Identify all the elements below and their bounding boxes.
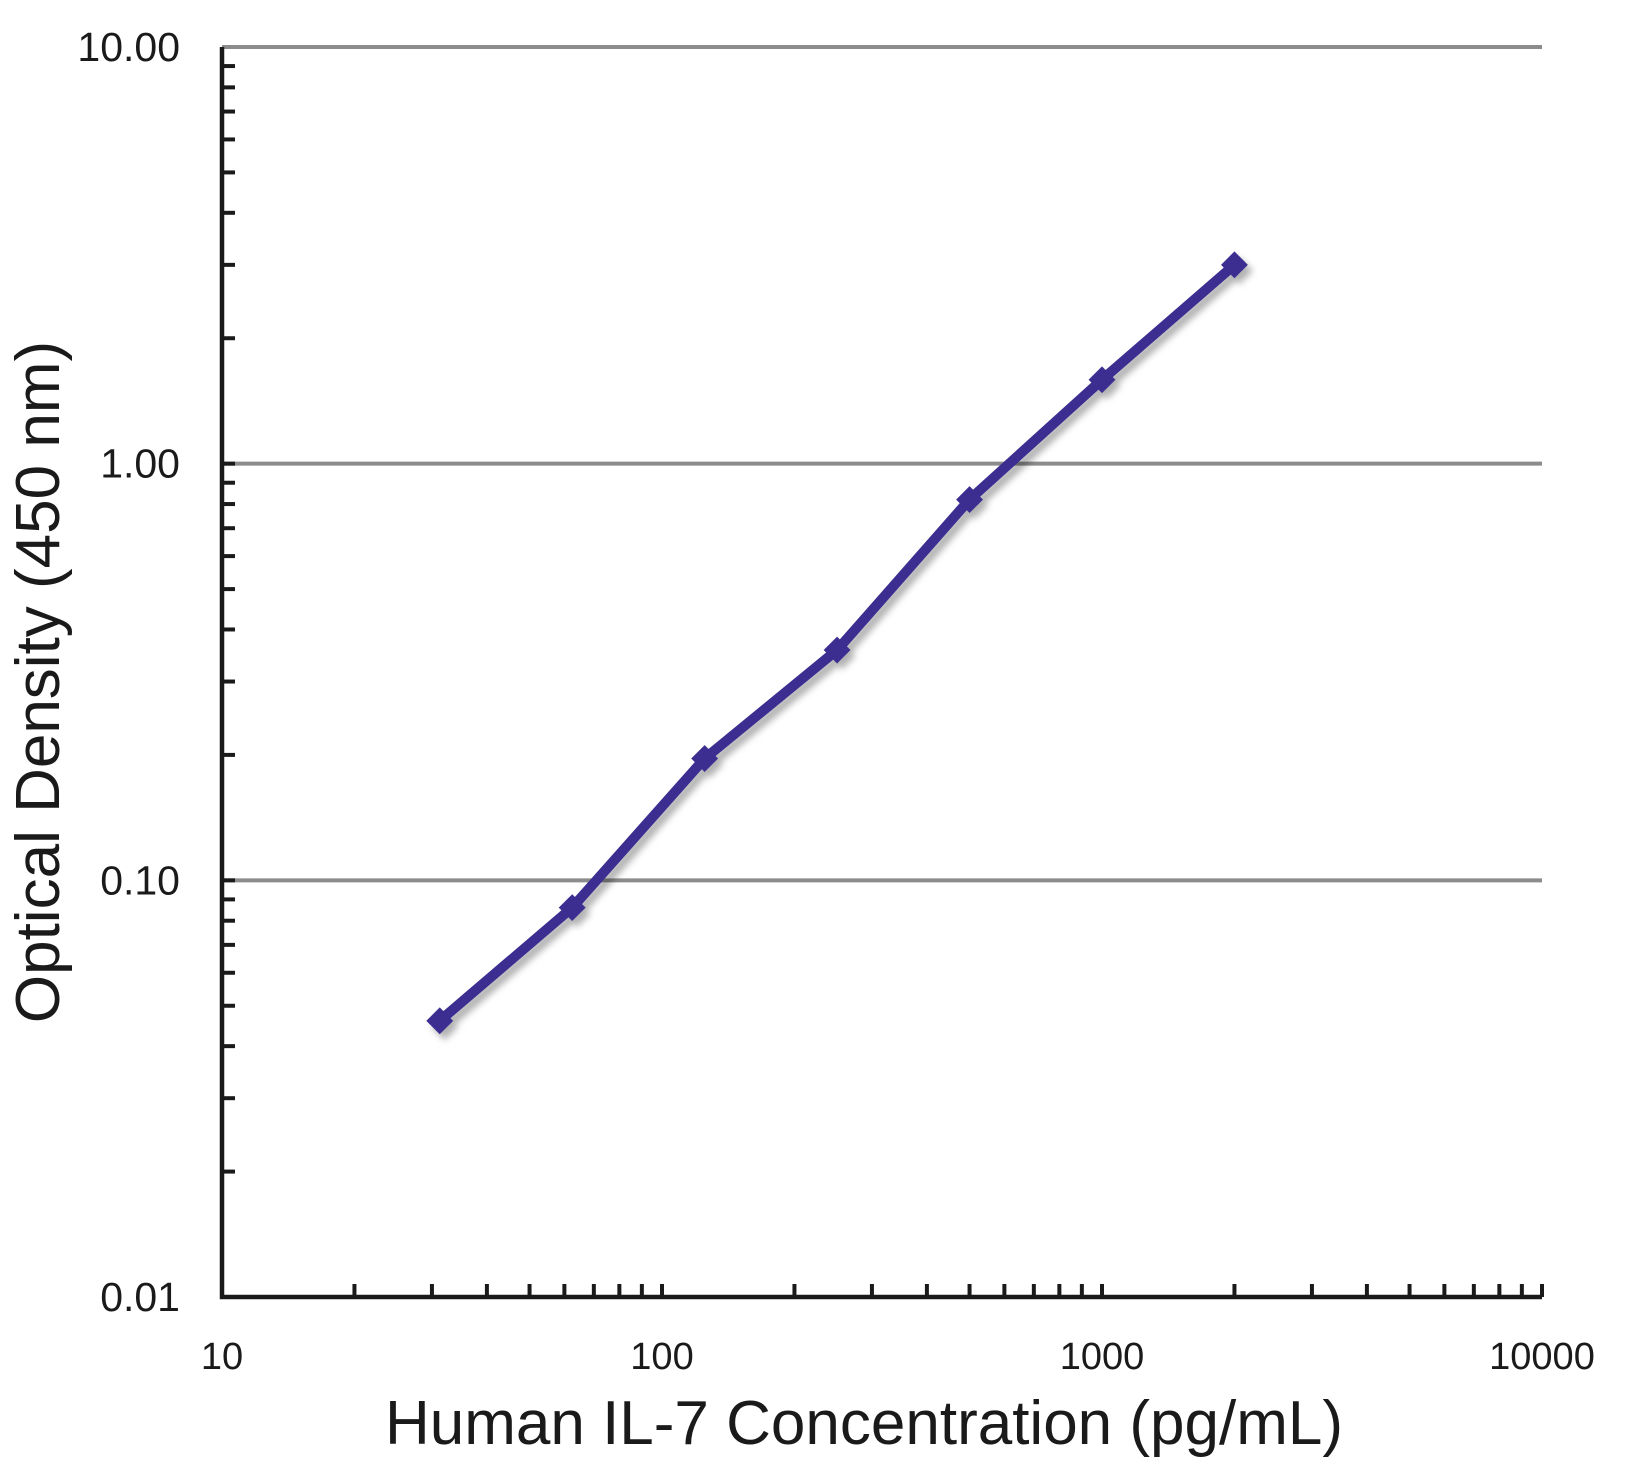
x-tick-label: 1000 — [1060, 1336, 1145, 1378]
data-point-marker — [823, 636, 851, 664]
y-tick-label: 1.00 — [100, 441, 180, 487]
x-tick-label: 10000 — [1489, 1336, 1595, 1378]
x-tick-label: 10 — [201, 1336, 243, 1378]
x-tick-label: 100 — [630, 1336, 693, 1378]
y-tick-label: 0.01 — [100, 1274, 180, 1320]
x-axis-title: Human IL-7 Concentration (pg/mL) — [384, 1389, 1344, 1458]
y-tick-label: 10.00 — [77, 24, 180, 70]
data-point-marker — [691, 745, 719, 772]
y-tick-label: 0.10 — [100, 857, 180, 903]
standard-curve-series — [426, 251, 1248, 1035]
y-axis-title: Optical Density (450 nm) — [4, 340, 73, 1024]
data-point-marker — [558, 894, 586, 922]
axes — [219, 47, 1542, 1300]
